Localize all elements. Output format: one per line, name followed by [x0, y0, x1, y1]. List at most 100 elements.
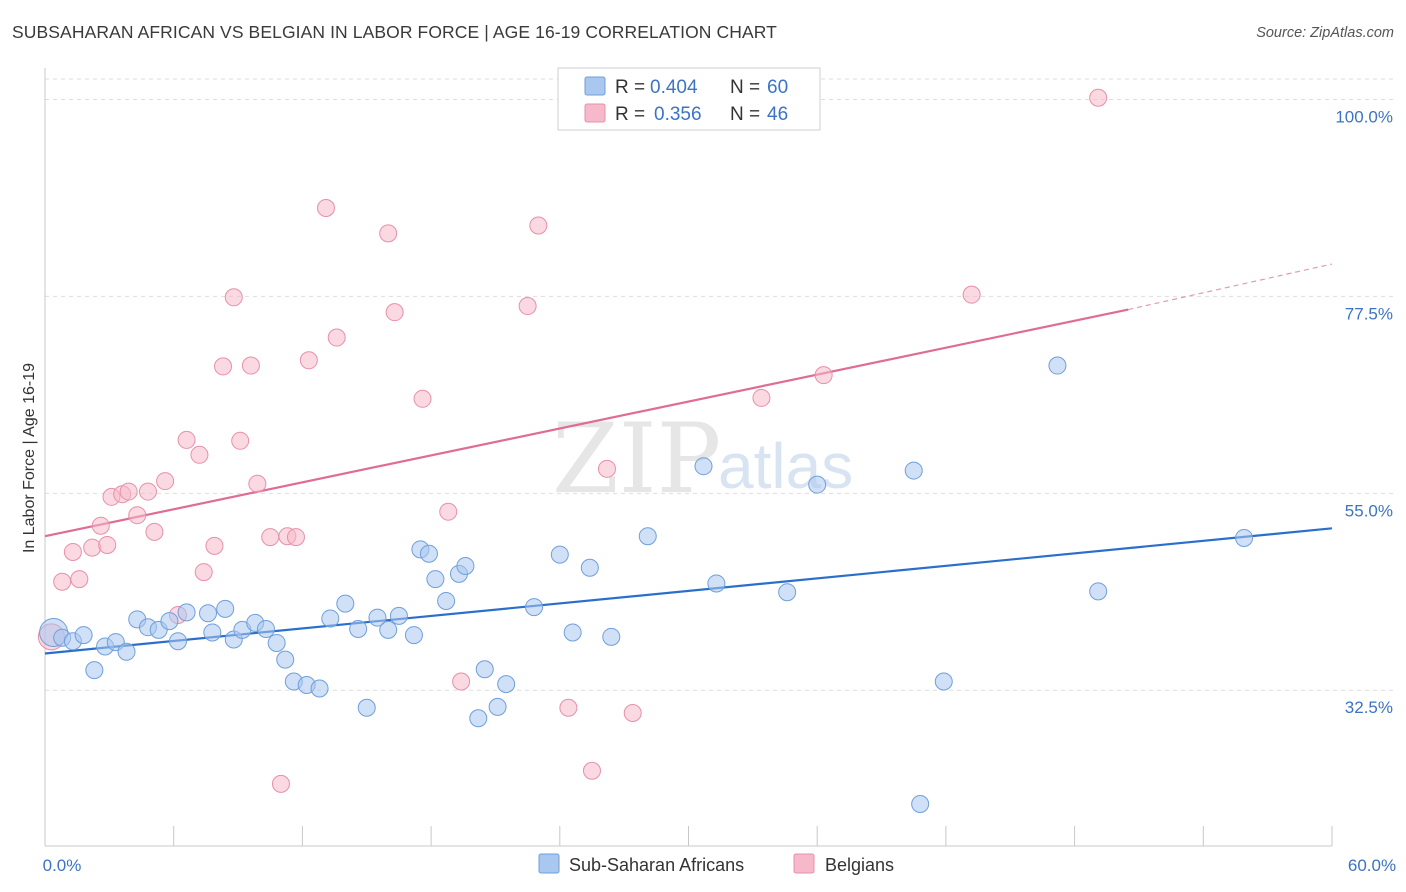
belgians-point: [1089, 88, 1108, 107]
belgians-point: [138, 482, 157, 501]
x-axis-ticks: [44, 826, 1333, 846]
subsaharan-point: [456, 556, 475, 575]
subsaharan-point: [336, 594, 355, 613]
legend-n-label-blue: N =: [730, 77, 760, 98]
legend-r-label-pink: R =: [615, 104, 645, 125]
belgians-point: [248, 474, 267, 493]
belgians-point: [271, 774, 290, 793]
belgians-point: [53, 572, 72, 591]
belgians-point: [224, 288, 243, 307]
subsaharan-point: [550, 545, 569, 564]
belgians-point: [299, 351, 318, 370]
series-legend: Sub-Saharan Africans Belgians: [538, 853, 894, 875]
belgians-point: [379, 224, 398, 243]
belgians-point: [194, 563, 213, 582]
legend-n-value-blue: 60: [767, 77, 788, 98]
belgians-point: [156, 472, 175, 491]
belgians-points: [37, 88, 1108, 793]
belgians-point: [231, 431, 250, 450]
subsaharan-point: [638, 527, 657, 546]
subsaharan-point: [497, 675, 516, 694]
y-tick-label-1: 55.0%: [1345, 501, 1393, 520]
subsaharan-point: [808, 475, 827, 494]
belgians-point: [559, 698, 578, 717]
belgians-point: [452, 672, 471, 691]
belgians-point: [597, 459, 616, 478]
series-label-subsaharan: Sub-Saharan Africans: [569, 855, 744, 875]
subsaharan-point: [379, 620, 398, 639]
watermark-zip: ZIP: [552, 403, 721, 515]
belgians-point: [962, 285, 981, 304]
belgians-point: [63, 542, 82, 561]
subsaharan-point: [267, 633, 286, 652]
gridlines: [45, 78, 1394, 691]
subsaharan-point: [1089, 582, 1108, 601]
correlation-legend: R = 0.404 N = 60 R = 0.356 N = 46: [557, 67, 821, 131]
subsaharan-point: [707, 574, 726, 593]
belgians-point: [98, 535, 117, 554]
subsaharan-point: [256, 619, 275, 638]
belgians-point: [261, 528, 280, 547]
subsaharan-point: [216, 599, 235, 618]
subsaharan-point: [203, 623, 222, 642]
legend-r-label-blue: R =: [615, 77, 645, 98]
belgians-point: [91, 516, 110, 535]
subsaharan-point: [778, 583, 797, 602]
belgians-point: [205, 536, 224, 555]
subsaharan-point: [475, 660, 494, 679]
subsaharan-point: [168, 632, 187, 651]
subsaharan-point: [177, 603, 196, 622]
legend-r-value-blue: 0.404: [650, 77, 698, 98]
subsaharan-point: [310, 679, 329, 698]
subsaharan-point: [321, 609, 340, 628]
subsaharan-point: [160, 612, 179, 631]
subsaharan-point: [1235, 528, 1254, 547]
subsaharan-point: [404, 626, 423, 645]
subsaharan-point: [85, 661, 104, 680]
subsaharan-point: [488, 697, 507, 716]
series-swatch-subsaharan: [538, 853, 560, 874]
belgians-point: [752, 388, 771, 407]
subsaharan-point: [426, 570, 445, 589]
subsaharan-point: [276, 650, 295, 669]
subsaharan-point: [911, 794, 930, 813]
watermark: ZIP atlas: [552, 403, 853, 515]
belgians-point: [413, 389, 432, 408]
belgians-point: [177, 430, 196, 449]
subsaharan-point: [694, 457, 713, 476]
belgians-point: [119, 482, 138, 501]
chart-title: SUBSAHARAN AFRICAN VS BELGIAN IN LABOR F…: [12, 22, 777, 42]
subsaharan-point: [349, 619, 368, 638]
subsaharan-point: [602, 627, 621, 646]
subsaharan-point: [1048, 356, 1067, 375]
subsaharan-point: [74, 626, 93, 645]
subsaharan-points: [39, 356, 1254, 813]
belgians-point: [582, 761, 601, 780]
belgians-point: [190, 445, 209, 464]
belgians-point: [623, 703, 642, 722]
y-tick-label-0: 32.5%: [1345, 698, 1393, 717]
belgians-point: [529, 216, 548, 235]
source-credit: Source: ZipAtlas.com: [1256, 25, 1394, 41]
subsaharan-point: [525, 598, 544, 617]
trendline-belgians: [44, 308, 1129, 538]
belgians-point: [385, 303, 404, 322]
subsaharan-point: [389, 606, 408, 625]
subsaharan-point: [563, 623, 582, 642]
belgians-point: [814, 366, 833, 385]
belgians-point: [145, 522, 164, 541]
y-axis-tick-labels: 32.5% 55.0% 77.5% 100.0%: [1335, 108, 1393, 718]
y-tick-label-2: 77.5%: [1345, 304, 1393, 323]
x-tick-label-max: 60.0%: [1348, 856, 1396, 875]
y-axis-title: In Labor Force | Age 16-19: [21, 363, 38, 553]
subsaharan-point: [580, 558, 599, 577]
subsaharan-point: [199, 604, 218, 623]
subsaharan-point: [419, 544, 438, 563]
trendline-belgians-extrapolated: [1128, 263, 1333, 311]
belgians-point: [83, 538, 102, 557]
subsaharan-point: [904, 461, 923, 480]
legend-swatch-blue: [584, 76, 606, 96]
x-tick-label-min: 0.0%: [43, 856, 82, 875]
belgians-point: [128, 506, 147, 525]
